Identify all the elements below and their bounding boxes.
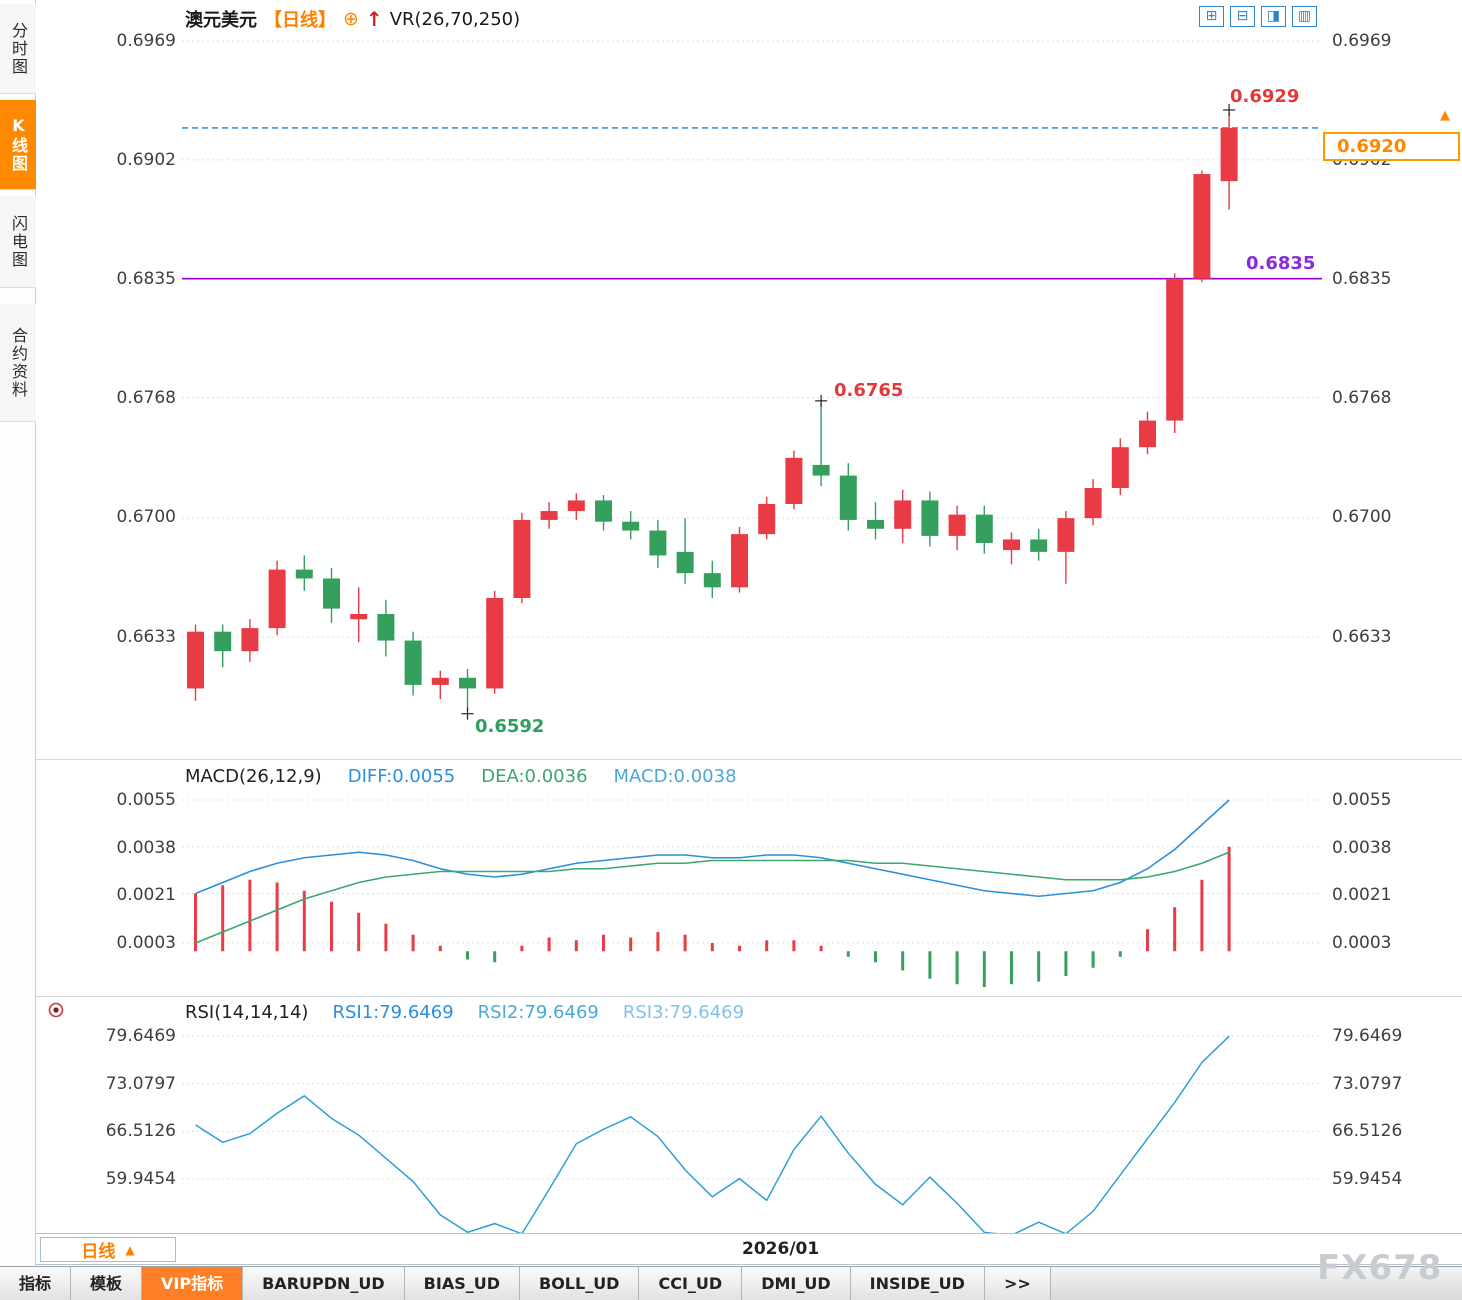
macd-axis-label: 0.0021 bbox=[116, 885, 176, 905]
rsi-header: RSI(14,14,14) RSI1:79.6469 RSI2:79.6469 … bbox=[185, 1002, 744, 1023]
rsi-panel[interactable] bbox=[36, 998, 1326, 1232]
macd-header: MACD(26,12,9) DIFF:0.0055 DEA:0.0036 MAC… bbox=[185, 766, 737, 787]
panel-divider bbox=[36, 759, 1462, 760]
macd-panel[interactable] bbox=[36, 762, 1326, 995]
timeline-bar: 日线 ▲ 2026/01 bbox=[36, 1233, 1462, 1265]
sun-icon-glyph bbox=[48, 1002, 64, 1018]
period-selector[interactable]: 日线 ▲ bbox=[40, 1237, 176, 1262]
sidebar-tab-lightning-chart[interactable]: 闪电图 bbox=[0, 196, 36, 288]
macd-axis-label: 0.0003 bbox=[1332, 933, 1392, 953]
y-axis-label: 0.6902 bbox=[116, 150, 176, 170]
panel-divider bbox=[36, 996, 1462, 997]
rsi-axis-label: 66.5126 bbox=[1332, 1121, 1403, 1141]
rsi-title[interactable]: RSI(14,14,14) bbox=[185, 1002, 309, 1023]
vr-indicator-label[interactable]: VR(26,70,250) bbox=[389, 8, 521, 30]
bottom-tab-bar: 指标 模板 VIP指标 BARUPDN_UD BIAS_UD BOLL_UD C… bbox=[0, 1266, 1462, 1300]
macd-axis-label: 0.0038 bbox=[1332, 838, 1392, 858]
y-axis-label: 0.6768 bbox=[1332, 388, 1392, 408]
hline-price-label: 0.6835 bbox=[1246, 253, 1316, 274]
y-axis-label: 0.6700 bbox=[116, 507, 176, 527]
tab-dmi-ud[interactable]: DMI_UD bbox=[742, 1267, 851, 1300]
macd-axis-label: 0.0021 bbox=[1332, 885, 1392, 905]
tab-inside-ud[interactable]: INSIDE_UD bbox=[850, 1267, 985, 1300]
tab-barupdn-ud[interactable]: BARUPDN_UD bbox=[243, 1267, 405, 1300]
main-chart-panel[interactable] bbox=[36, 30, 1326, 758]
y-axis-label: 0.6835 bbox=[116, 269, 176, 289]
rsi-axis-label: 59.9454 bbox=[1332, 1169, 1403, 1189]
y-axis-label: 0.6835 bbox=[1332, 269, 1392, 289]
chart-header: 澳元美元 【日线】 ⊕ ↑ VR(26,70,250) bbox=[185, 7, 520, 31]
tab-bias-ud[interactable]: BIAS_UD bbox=[404, 1267, 520, 1300]
tab-indicators[interactable]: 指标 bbox=[0, 1267, 72, 1300]
y-axis-label: 0.6969 bbox=[1332, 31, 1392, 51]
current-price-box: 0.6920 bbox=[1323, 132, 1460, 161]
sidebar-tab-label: 分时图 bbox=[9, 21, 28, 76]
rsi3-value: RSI3:79.6469 bbox=[622, 1002, 745, 1023]
red-up-arrow-icon: ↑ bbox=[365, 7, 383, 31]
tab-templates[interactable]: 模板 bbox=[71, 1267, 143, 1300]
rsi-axis-label: 66.5126 bbox=[105, 1121, 176, 1141]
rsi-axis-label: 73.0797 bbox=[1332, 1074, 1403, 1094]
macd-title[interactable]: MACD(26,12,9) bbox=[185, 766, 322, 787]
high-price-label: 0.6929 bbox=[1230, 86, 1300, 107]
layout-toolbar: ⊞ ⊟ ◨ ▥ bbox=[1199, 6, 1317, 27]
rsi1-value: RSI1:79.6469 bbox=[332, 1002, 454, 1023]
y-axis-label: 0.6768 bbox=[116, 388, 176, 408]
zoom-circle-plus-icon[interactable]: ⊕ bbox=[343, 8, 359, 30]
low-price-label: 0.6592 bbox=[475, 716, 545, 737]
period-selector-label: 日线 bbox=[81, 1242, 116, 1262]
left-sidebar: 分时图 K线图 闪电图 合约资料 bbox=[0, 0, 36, 1300]
rsi-axis-label: 79.6469 bbox=[105, 1026, 176, 1046]
macd-diff-value: DIFF:0.0055 bbox=[347, 766, 456, 787]
layout-split-horizontal-icon[interactable]: ⊟ bbox=[1230, 6, 1255, 27]
rsi-axis-label: 79.6469 bbox=[1332, 1026, 1403, 1046]
tab-vip-indicators[interactable]: VIP指标 bbox=[142, 1267, 244, 1300]
sidebar-tab-kline-chart[interactable]: K线图 bbox=[0, 100, 36, 190]
sidebar-tab-label: 合约资料 bbox=[9, 326, 28, 399]
price-marker-triangle-icon: ▲ bbox=[1440, 108, 1450, 123]
tab-cci-ud[interactable]: CCI_UD bbox=[639, 1267, 743, 1300]
macd-macd-value: MACD:0.0038 bbox=[613, 766, 737, 787]
y-axis-label: 0.6969 bbox=[116, 31, 176, 51]
sidebar-tab-contract-info[interactable]: 合约资料 bbox=[0, 304, 36, 422]
y-axis-label: 0.6700 bbox=[1332, 507, 1392, 527]
symbol-title: 澳元美元 bbox=[185, 10, 257, 31]
sidebar-tab-label: K线图 bbox=[9, 116, 28, 173]
sun-icon[interactable] bbox=[46, 1000, 66, 1020]
timeline-date-label: 2026/01 bbox=[742, 1239, 820, 1259]
rsi-axis-label: 59.9454 bbox=[105, 1169, 176, 1189]
peak-price-label: 0.6765 bbox=[834, 380, 904, 401]
macd-axis-label: 0.0055 bbox=[116, 790, 176, 810]
rsi2-value: RSI2:79.6469 bbox=[477, 1002, 599, 1023]
y-axis-label: 0.6633 bbox=[1332, 627, 1392, 647]
y-axis-label: 0.6633 bbox=[116, 627, 176, 647]
fx678-watermark: FX678 bbox=[1317, 1248, 1443, 1288]
chevron-up-icon: ▲ bbox=[125, 1242, 135, 1257]
rsi-axis-label: 73.0797 bbox=[105, 1074, 176, 1094]
sidebar-tab-time-chart[interactable]: 分时图 bbox=[0, 4, 36, 94]
tab-more[interactable]: >> bbox=[984, 1267, 1051, 1300]
macd-axis-label: 0.0055 bbox=[1332, 790, 1392, 810]
macd-axis-label: 0.0003 bbox=[116, 933, 176, 953]
tab-boll-ud[interactable]: BOLL_UD bbox=[520, 1267, 640, 1300]
sidebar-tab-label: 闪电图 bbox=[9, 214, 28, 269]
macd-axis-label: 0.0038 bbox=[116, 838, 176, 858]
layout-split-vertical-icon[interactable]: ◨ bbox=[1261, 6, 1286, 27]
period-tag[interactable]: 【日线】 bbox=[264, 10, 336, 31]
layout-columns-icon[interactable]: ▥ bbox=[1292, 6, 1317, 27]
macd-dea-value: DEA:0.0036 bbox=[481, 766, 588, 787]
layout-grid-icon[interactable]: ⊞ bbox=[1199, 6, 1224, 27]
